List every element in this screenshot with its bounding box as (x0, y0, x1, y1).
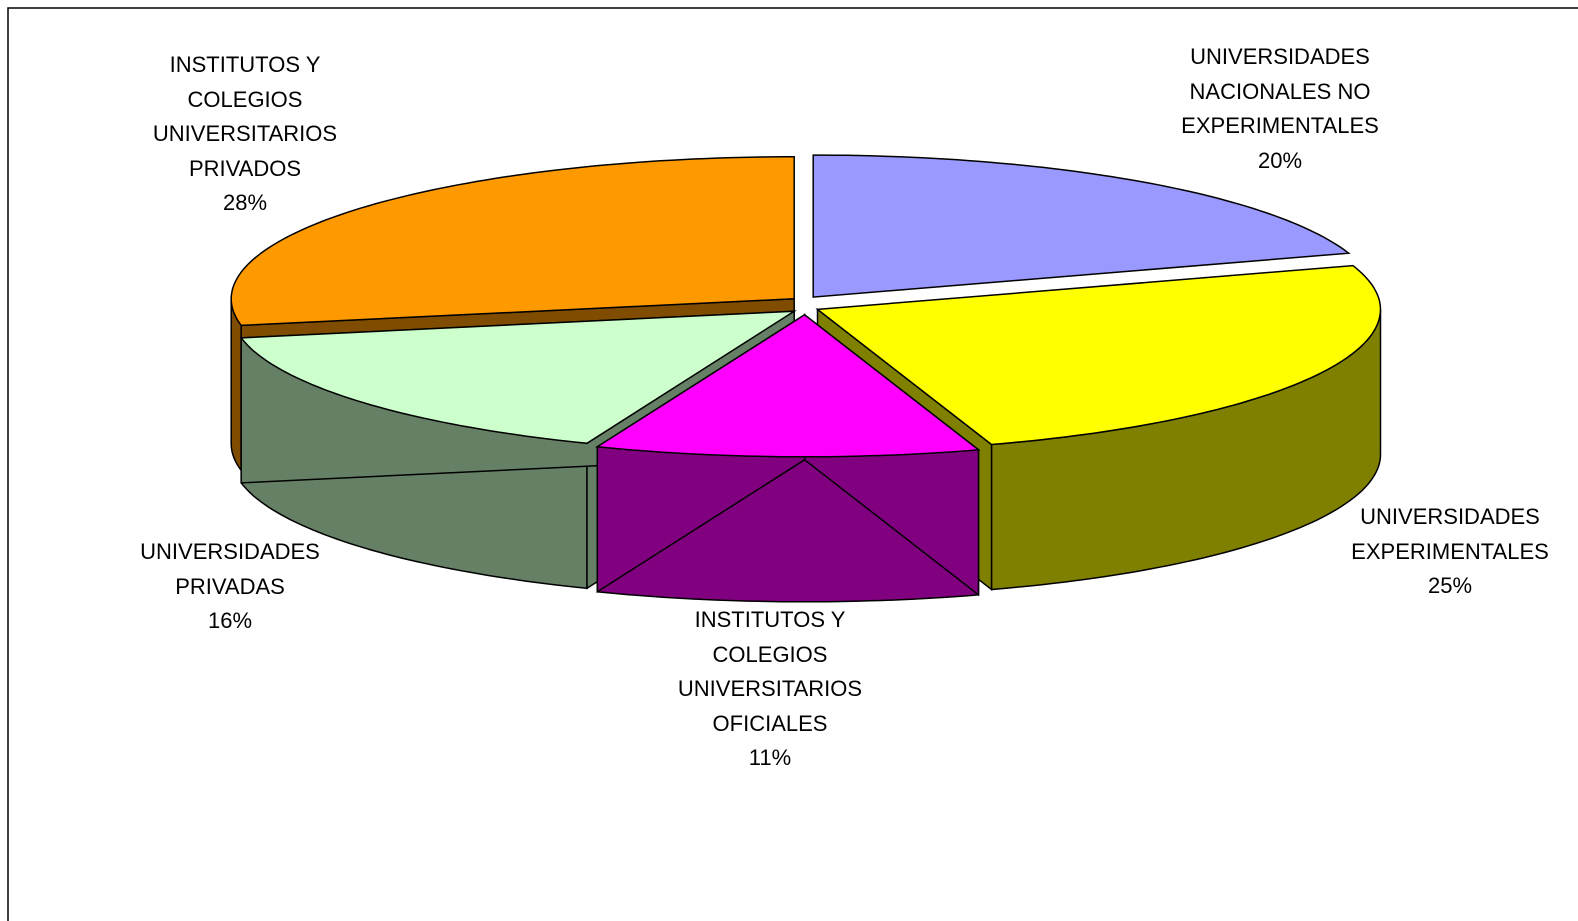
slice (812, 154, 1351, 298)
category-name: INSTITUTOS Y COLEGIOS UNIVERSITARIOS OFI… (677, 607, 863, 736)
slice-label: INSTITUTOS Y COLEGIOS UNIVERSITARIOS PRI… (153, 48, 337, 221)
percent-label: 16% (207, 608, 253, 633)
slice (230, 156, 795, 327)
percent-label: 11% (748, 745, 792, 770)
slice (815, 264, 1382, 446)
slice (595, 313, 981, 458)
category-name: INSTITUTOS Y COLEGIOS UNIVERSITARIOS PRI… (152, 52, 338, 181)
category-name: UNIVERSIDADES NACIONALES NO EXPERIMENTAL… (1181, 44, 1379, 138)
slice-label: UNIVERSIDADES NACIONALES NO EXPERIMENTAL… (1181, 40, 1379, 178)
percent-label: 25% (1427, 573, 1473, 598)
slice-label: UNIVERSIDADES PRIVADAS 16% (140, 535, 320, 639)
category-name: UNIVERSIDADES EXPERIMENTALES (1351, 504, 1549, 564)
slice (239, 310, 797, 445)
category-name: UNIVERSIDADES PRIVADAS (140, 539, 320, 599)
slice-label: INSTITUTOS Y COLEGIOS UNIVERSITARIOS OFI… (678, 603, 862, 776)
slice-label: UNIVERSIDADES EXPERIMENTALES 25% (1351, 500, 1549, 604)
percent-label: 20% (1257, 147, 1303, 173)
percent-label: 28% (222, 190, 268, 215)
